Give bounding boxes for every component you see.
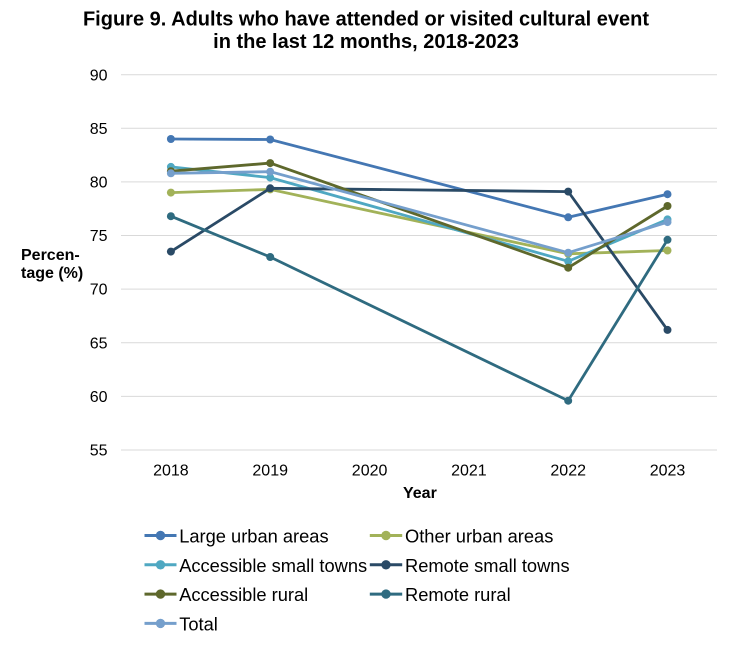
svg-text:in the last 12 months, 2018-20: in the last 12 months, 2018-2023	[213, 31, 519, 53]
svg-text:75: 75	[90, 228, 108, 245]
svg-text:Accessible small towns: Accessible small towns	[179, 555, 367, 576]
svg-text:Other urban areas: Other urban areas	[405, 526, 553, 547]
svg-text:2018: 2018	[153, 463, 189, 480]
svg-text:85: 85	[90, 121, 108, 138]
svg-text:Figure 9. Adults who have atte: Figure 9. Adults who have attended or vi…	[83, 8, 649, 30]
svg-text:Remote small towns: Remote small towns	[405, 555, 570, 576]
svg-text:Year: Year	[403, 485, 437, 502]
svg-text:2023: 2023	[650, 463, 686, 480]
svg-text:65: 65	[90, 335, 108, 352]
svg-text:Remote rural: Remote rural	[405, 584, 511, 605]
svg-text:tage (%): tage (%)	[21, 265, 83, 282]
svg-text:Large urban areas: Large urban areas	[179, 526, 328, 547]
svg-text:Accessible rural: Accessible rural	[179, 584, 308, 605]
svg-text:2019: 2019	[252, 463, 288, 480]
svg-text:2022: 2022	[550, 463, 586, 480]
svg-text:90: 90	[90, 67, 108, 84]
svg-text:Percen-: Percen-	[21, 247, 80, 264]
svg-text:55: 55	[90, 443, 108, 460]
svg-text:2020: 2020	[352, 463, 388, 480]
svg-text:2021: 2021	[451, 463, 487, 480]
svg-text:70: 70	[90, 282, 108, 299]
svg-text:Total: Total	[179, 613, 218, 634]
svg-text:60: 60	[90, 389, 108, 406]
svg-text:80: 80	[90, 175, 108, 192]
